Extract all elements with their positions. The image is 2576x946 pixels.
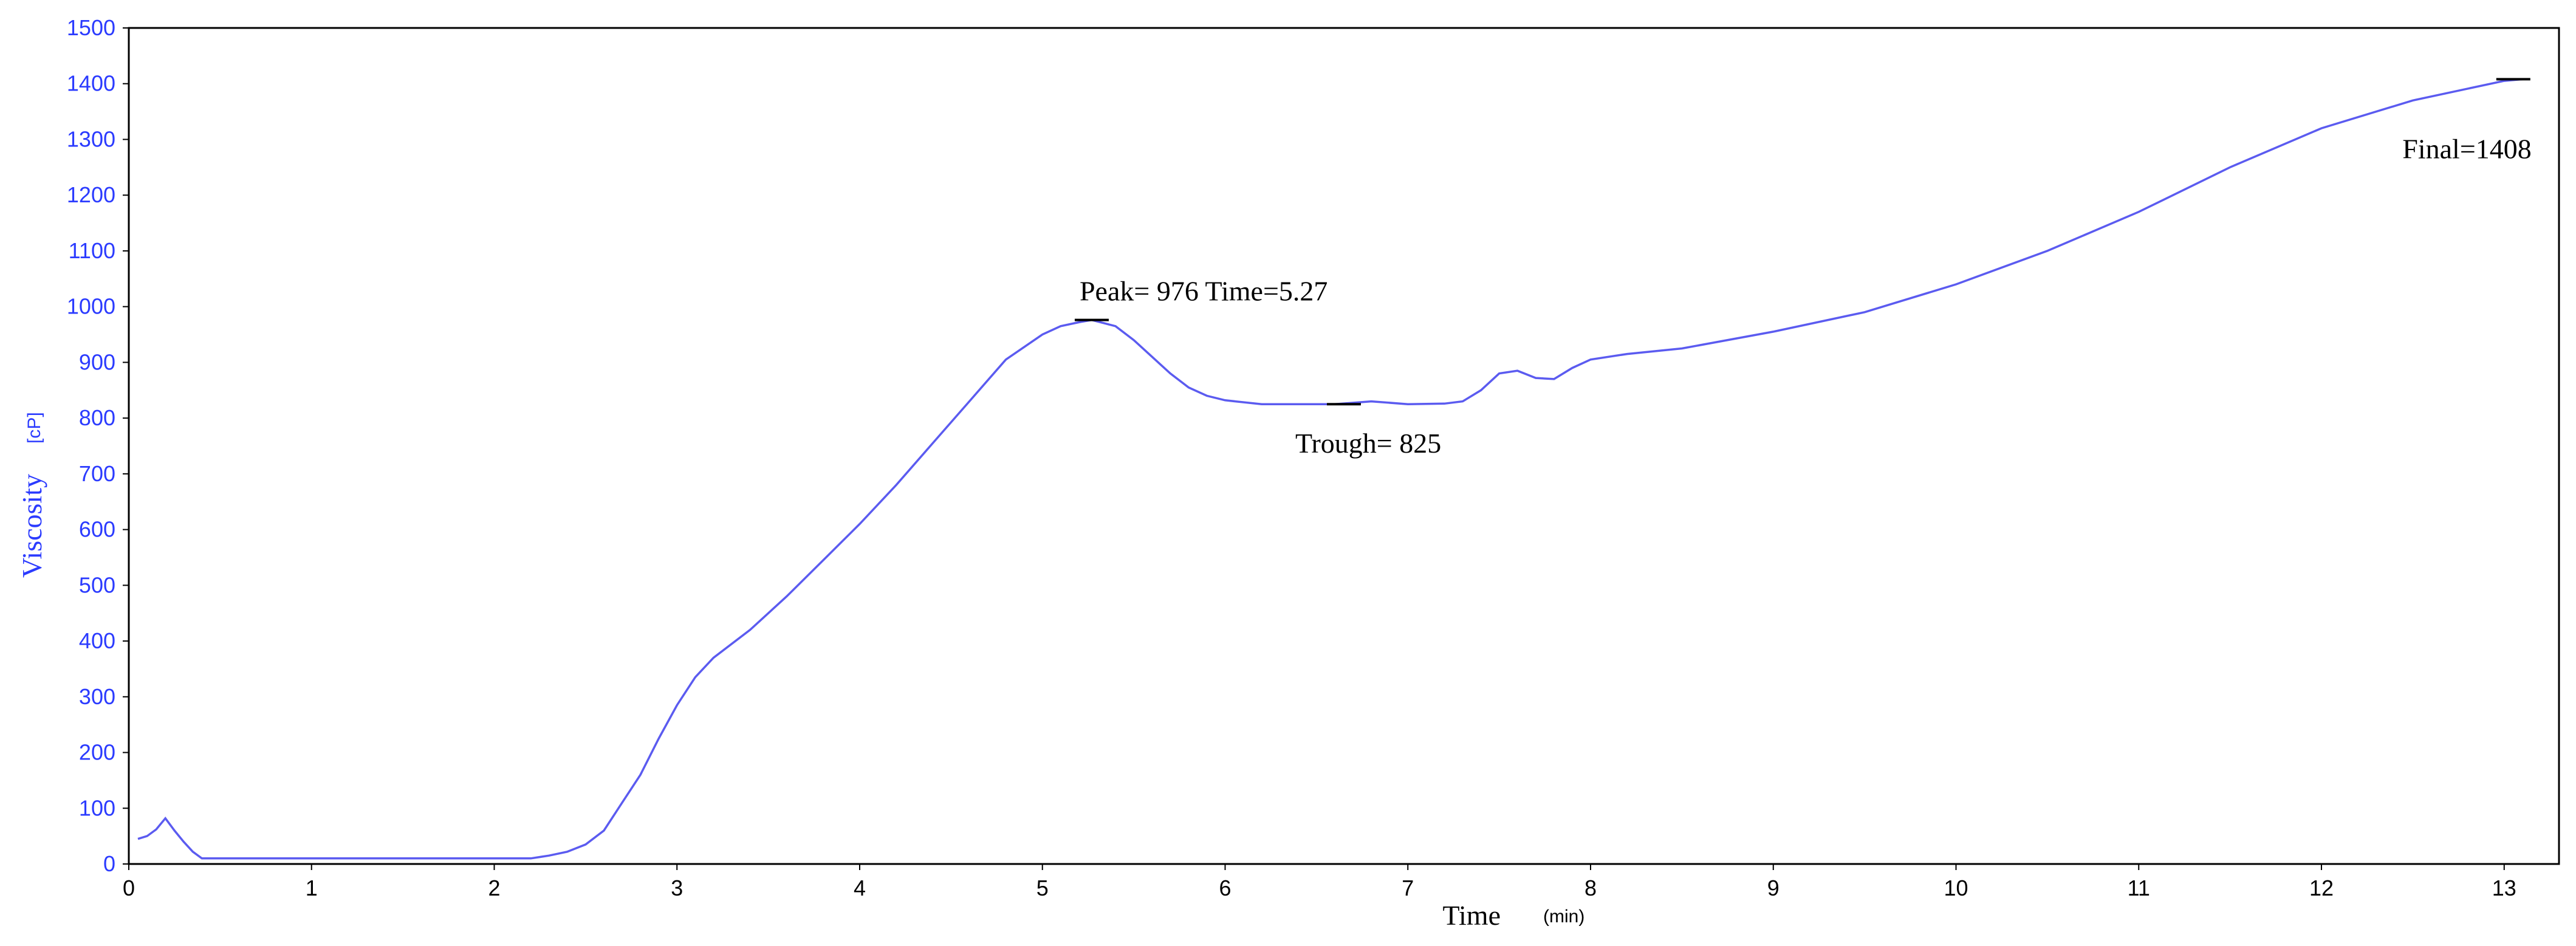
y-tick-label: 300 [79,684,115,709]
y-tick-label: 1200 [67,182,115,207]
x-tick-label: 3 [671,876,683,900]
y-tick-label: 1300 [67,126,115,151]
viscosity-series-line [137,78,2523,860]
final-annotation: Final=1408 [2402,133,2532,164]
x-tick-label: 9 [1767,876,1780,900]
y-tick-label: 1500 [67,15,115,40]
x-axis-ticks: 0 1 2 3 4 5 6 7 8 9 10 11 12 13 [123,864,2516,900]
x-tick-label: 6 [1219,876,1231,900]
x-tick-label: 7 [1402,876,1414,900]
plot-frame [128,27,2560,865]
y-tick-label: 600 [79,517,115,542]
y-tick-label: 200 [79,740,115,765]
y-tick-label: 1100 [69,238,115,263]
x-tick-label: 2 [488,876,500,900]
y-tick-label: 400 [79,628,115,653]
y-tick-label: 1400 [67,71,115,96]
x-axis-label: Time [1443,900,1501,931]
y-tick-label: 700 [79,461,115,486]
x-tick-label: 8 [1584,876,1597,900]
x-axis-unit: (min) [1543,907,1584,927]
x-tick-label: 10 [1944,876,1968,900]
x-tick-label: 13 [2492,876,2516,900]
y-tick-label: 100 [79,795,115,820]
y-tick-label: 800 [79,405,115,430]
y-axis-unit: [cP] [24,412,44,444]
x-tick-label: 5 [1036,876,1049,900]
y-tick-label: 1000 [67,294,115,319]
y-axis-ticks: 0 100 200 300 400 500 600 700 800 900 1000 1100 1200… [67,15,129,876]
x-tick-label: 1 [306,876,318,900]
y-axis-label: Viscosity [16,474,47,578]
y-tick-label: 0 [103,851,115,876]
y-tick-label: 900 [79,349,115,374]
trough-annotation: Trough= 825 [1295,428,1441,459]
x-tick-label: 11 [2128,876,2150,900]
peak-annotation: Peak= 976 Time=5.27 [1080,276,1327,307]
y-tick-label: 500 [79,572,115,597]
x-tick-label: 4 [854,876,866,900]
x-axis-title: Time (min) [1443,900,1585,931]
x-tick-label: 12 [2309,876,2334,900]
x-tick-label: 0 [123,876,135,900]
y-axis-title: Viscosity [cP] [16,412,47,578]
annotation-markers [1074,78,2530,406]
